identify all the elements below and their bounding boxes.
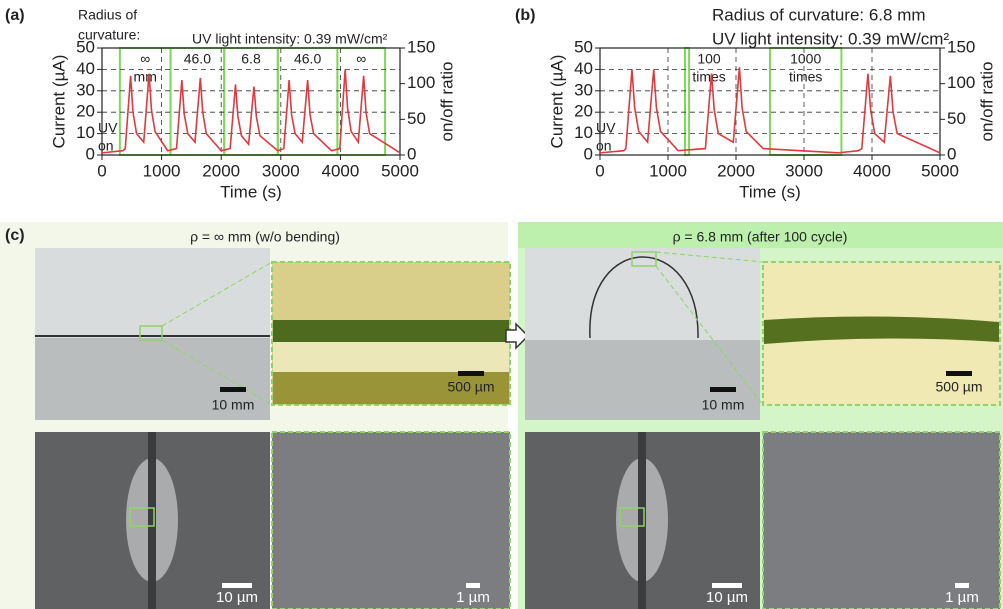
x-axis-label: Time (s) xyxy=(739,182,801,201)
panel-label: (c) xyxy=(5,227,25,244)
region-label: times xyxy=(692,69,725,85)
x-tick-label: 5000 xyxy=(921,161,959,180)
region-label: 46.0 xyxy=(294,51,321,67)
y-tick-label: 20 xyxy=(574,102,593,121)
page: ∞mm46.06.846.0∞0102030405005010015001000… xyxy=(0,0,1003,609)
panel-label: (a) xyxy=(5,7,25,24)
scale-bar xyxy=(220,387,246,392)
scale-label: 10 mm xyxy=(702,397,745,413)
x-tick-label: 1000 xyxy=(143,161,181,180)
annotation: Radius of curvature: 6.8 mm xyxy=(712,5,926,24)
y-tick-label: 40 xyxy=(76,59,95,78)
substrate xyxy=(273,342,509,372)
scale-bar xyxy=(222,583,252,588)
y-tick-label: 0 xyxy=(86,144,95,163)
scale-bar xyxy=(466,583,480,588)
y2-tick-label: 100 xyxy=(947,73,975,92)
region-label: 46.0 xyxy=(184,51,211,67)
panel-title: ρ = 6.8 mm (after 100 cycle) xyxy=(673,229,848,245)
region-label: 1000 xyxy=(790,51,821,67)
annotation: curvature: xyxy=(78,27,140,43)
y-tick-label: 30 xyxy=(574,80,593,99)
y2-tick-label: 50 xyxy=(947,109,966,128)
region-label: mm xyxy=(134,69,157,85)
x-tick-label: 2000 xyxy=(717,161,755,180)
uv-note: on xyxy=(596,138,612,154)
scale-label: 500 µm xyxy=(936,379,983,395)
scale-label: 10 µm xyxy=(706,589,748,606)
x-tick-label: 2000 xyxy=(202,161,240,180)
y2-tick-label: 50 xyxy=(407,109,426,128)
scale-label: 10 mm xyxy=(212,397,255,413)
electrode-gap xyxy=(148,432,156,609)
y-tick-label: 10 xyxy=(76,123,95,142)
y2-tick-label: 150 xyxy=(947,37,975,56)
region-label: times xyxy=(789,69,822,85)
scale-bar xyxy=(710,387,736,392)
y-axis-label: Current (µA) xyxy=(49,55,68,149)
y-tick-label: 50 xyxy=(574,37,593,56)
sem-zoom xyxy=(272,432,510,609)
x-tick-label: 5000 xyxy=(381,161,419,180)
x-tick-label: 3000 xyxy=(262,161,300,180)
y2-axis-label: on/off ratio xyxy=(437,61,456,141)
y-axis-label: Current (µA) xyxy=(547,55,566,149)
uv-note: UV xyxy=(596,120,616,136)
x-tick-label: 4000 xyxy=(853,161,891,180)
electrode-gap xyxy=(638,432,646,609)
panel-label: (b) xyxy=(515,7,535,24)
x-tick-label: 1000 xyxy=(649,161,687,180)
figure: ∞mm46.06.846.0∞0102030405005010015001000… xyxy=(0,0,1003,609)
x-tick-label: 3000 xyxy=(785,161,823,180)
x-tick-label: 4000 xyxy=(321,161,359,180)
uv-note: on xyxy=(98,138,114,154)
sem-zoom xyxy=(763,432,1000,609)
region-label: ∞ xyxy=(140,51,150,67)
annotation: Radius of xyxy=(78,7,137,23)
scale-bar xyxy=(946,371,972,376)
scale-bar xyxy=(955,583,969,588)
scale-bar xyxy=(712,583,742,588)
panel-title: ρ = ∞ mm (w/o bending) xyxy=(190,229,340,245)
y-tick-label: 30 xyxy=(76,80,95,99)
subtitle: UV light intensity: 0.39 mW/cm² xyxy=(192,31,388,47)
region-label: ∞ xyxy=(356,51,366,67)
y-tick-label: 20 xyxy=(76,102,95,121)
y2-tick-label: 100 xyxy=(407,73,435,92)
region-box xyxy=(685,48,689,155)
scale-label: 10 µm xyxy=(216,589,258,606)
y2-tick-label: 150 xyxy=(407,37,435,56)
subtitle: UV light intensity: 0.39 mW/cm² xyxy=(712,29,949,48)
region-label: 6.8 xyxy=(241,51,261,67)
y-tick-label: 40 xyxy=(574,59,593,78)
y-tick-label: 0 xyxy=(584,144,593,163)
region-label: 100 xyxy=(697,51,721,67)
x-axis-label: Time (s) xyxy=(220,182,282,201)
uv-note: UV xyxy=(98,120,118,136)
y2-axis-label: on/off ratio xyxy=(977,61,996,141)
x-tick-label: 0 xyxy=(595,161,604,180)
scale-label: 500 µm xyxy=(448,379,495,395)
scale-label: 1 µm xyxy=(456,589,490,606)
scale-label: 1 µm xyxy=(945,589,979,606)
y-tick-label: 10 xyxy=(574,123,593,142)
x-tick-label: 0 xyxy=(97,161,106,180)
film-layer xyxy=(273,320,509,342)
scale-bar xyxy=(458,371,484,376)
